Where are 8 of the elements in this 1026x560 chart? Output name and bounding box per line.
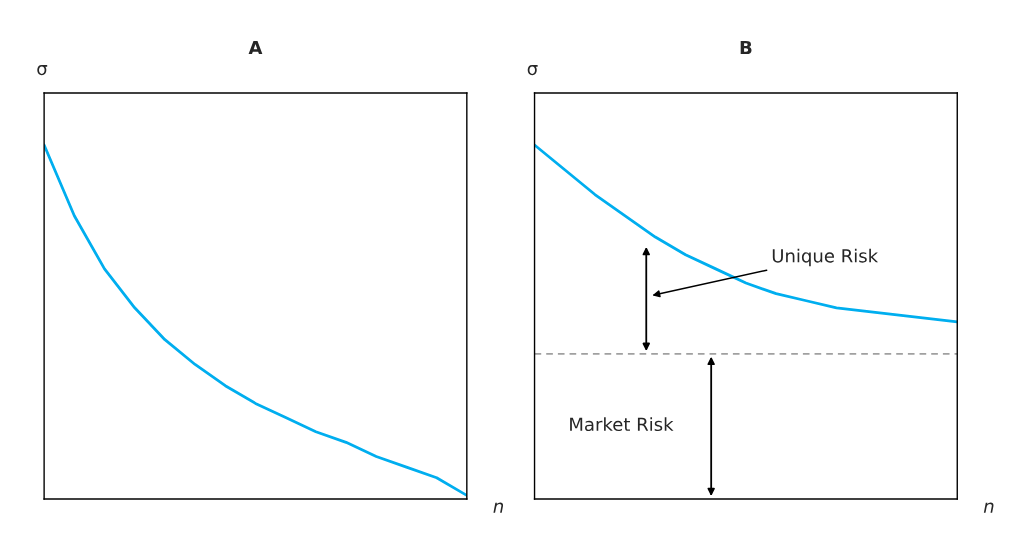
x-axis-title: n xyxy=(493,502,504,513)
annotation: Market Risk xyxy=(570,417,674,432)
x-axis-title: n xyxy=(983,502,994,513)
chart-title: A xyxy=(248,40,263,55)
y-axis-title: σ xyxy=(37,65,48,76)
chart-title: B xyxy=(740,40,752,55)
y-axis-title: σ xyxy=(527,65,538,76)
annotation: Unique Risk xyxy=(772,248,879,267)
